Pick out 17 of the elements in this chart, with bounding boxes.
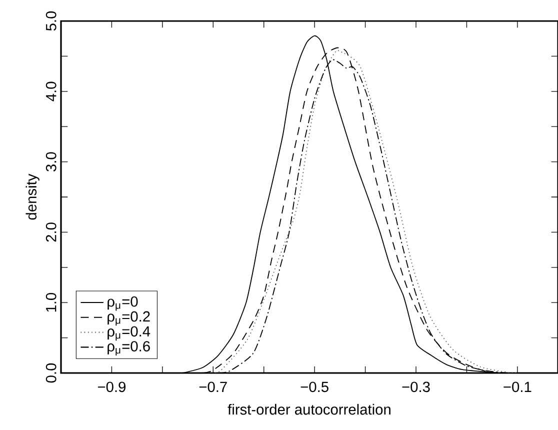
y-tick-label: 3.0 (46, 152, 56, 172)
y-tick-label: 0.0 (46, 363, 56, 383)
legend-label: ρ$_{μ}$=0.6 (108, 341, 150, 356)
x-tick-label: −0.7 (199, 382, 227, 392)
legend-label: ρ$_{μ}$=0.4 (108, 326, 150, 341)
x-tick-label: −0.5 (300, 382, 328, 392)
y-tick-label: 1.0 (46, 292, 56, 312)
legend-label: ρ$_{μ}$=0.2 (108, 311, 150, 326)
x-tick-label: −0.3 (402, 382, 430, 392)
y-tick-label: 4.0 (46, 82, 56, 102)
y-tick-label: 5.0 (46, 11, 56, 31)
x-axis-title: first-order autocorrelation (228, 404, 390, 415)
y-axis-title: density (26, 174, 40, 220)
x-tick-label: −0.9 (98, 382, 126, 392)
x-tick-label: −0.1 (504, 382, 532, 392)
y-tick-label: 2.0 (46, 222, 56, 242)
legend-label: ρ$_{μ}$=0 (108, 296, 138, 311)
